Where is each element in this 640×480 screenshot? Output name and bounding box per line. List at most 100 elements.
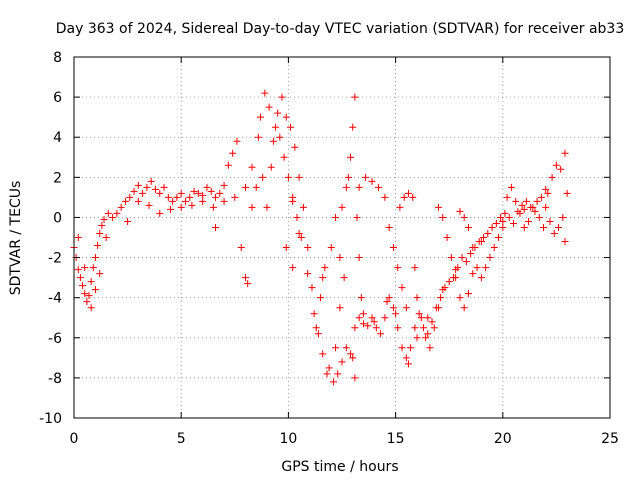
data-point [402, 354, 410, 362]
data-point [293, 213, 301, 221]
data-point [434, 304, 442, 312]
data-point [480, 234, 488, 241]
data-point [351, 324, 359, 332]
data-point [460, 304, 468, 312]
data-point [559, 213, 567, 221]
data-point [394, 324, 402, 332]
y-tick-label: -2 [48, 251, 62, 267]
data-point [190, 187, 198, 195]
data-point [186, 193, 194, 201]
data-point [188, 201, 196, 209]
data-point [102, 234, 110, 241]
data-point [181, 197, 189, 205]
y-tick-label: 2 [53, 170, 62, 186]
data-point [87, 304, 95, 312]
data-point [74, 234, 82, 241]
data-point [533, 197, 541, 205]
data-point [130, 187, 138, 195]
data-point [134, 181, 142, 189]
data-point [512, 197, 520, 205]
data-point [368, 177, 376, 185]
data-point [147, 177, 155, 185]
data-point [456, 294, 464, 302]
data-point [91, 254, 99, 262]
data-point [194, 189, 202, 197]
data-point [359, 320, 367, 328]
data-point [308, 284, 316, 292]
data-point [413, 294, 421, 302]
data-point [368, 314, 376, 322]
axis-ticks: 0 5 10 15 20 25 -10 -8 -6 -4 -2 0 2 4 6 8 [39, 50, 619, 447]
data-point [332, 213, 340, 221]
data-point [254, 133, 262, 141]
data-point [267, 163, 275, 171]
data-point [456, 207, 464, 215]
data-point [252, 183, 260, 191]
data-point [540, 223, 548, 231]
data-point [557, 165, 565, 173]
data-point [477, 274, 485, 282]
data-point [295, 229, 303, 237]
data-point [295, 173, 303, 181]
data-point [76, 274, 84, 282]
data-point [109, 213, 117, 221]
data-point [347, 350, 355, 358]
data-point [81, 264, 89, 272]
data-point [340, 274, 348, 282]
data-point [199, 191, 207, 199]
data-point [407, 344, 415, 352]
data-point [117, 203, 125, 211]
data-point [212, 193, 220, 201]
data-point [424, 314, 432, 322]
data-point [257, 113, 265, 121]
x-axis-label: GPS time / hours [281, 459, 398, 475]
data-point [351, 93, 359, 101]
data-point [482, 264, 490, 272]
data-point [417, 314, 425, 322]
data-point [278, 93, 286, 101]
data-point [529, 203, 537, 211]
data-point [229, 149, 237, 157]
data-point [525, 217, 533, 225]
data-point [263, 203, 271, 211]
data-point [439, 213, 447, 221]
data-point [550, 229, 558, 237]
chart-title: Day 363 of 2024, Sidereal Day-to-day VTE… [56, 21, 625, 37]
data-point [338, 358, 346, 366]
data-point [542, 185, 550, 193]
x-tick-label: 0 [70, 431, 79, 447]
x-tick-label: 5 [177, 431, 186, 447]
data-point [542, 203, 550, 211]
data-point [96, 229, 104, 237]
y-axis-label: SDTVAR / TECUs [8, 181, 24, 296]
data-point [121, 197, 129, 205]
data-point [372, 324, 380, 332]
data-point [143, 183, 151, 191]
data-point [248, 163, 256, 171]
data-point [396, 203, 404, 211]
data-point [126, 193, 134, 201]
data-point [359, 310, 367, 318]
data-point [492, 219, 500, 227]
data-point [499, 223, 507, 231]
data-point [151, 185, 159, 193]
data-point [139, 189, 147, 197]
data-point [520, 205, 528, 213]
data-point [409, 193, 417, 201]
y-tick-label: -4 [48, 291, 62, 307]
data-point [381, 314, 389, 322]
data-point [535, 213, 543, 221]
data-point [561, 149, 569, 157]
y-tick-label: 4 [53, 130, 62, 146]
data-point [424, 330, 432, 338]
data-point [212, 223, 220, 231]
data-point [561, 238, 569, 246]
data-point [497, 213, 505, 221]
data-point [104, 209, 112, 217]
data-point [355, 314, 363, 322]
data-point [447, 254, 455, 262]
data-point [510, 219, 518, 227]
data-point [96, 270, 104, 278]
data-point [89, 264, 97, 272]
data-point [555, 223, 563, 231]
